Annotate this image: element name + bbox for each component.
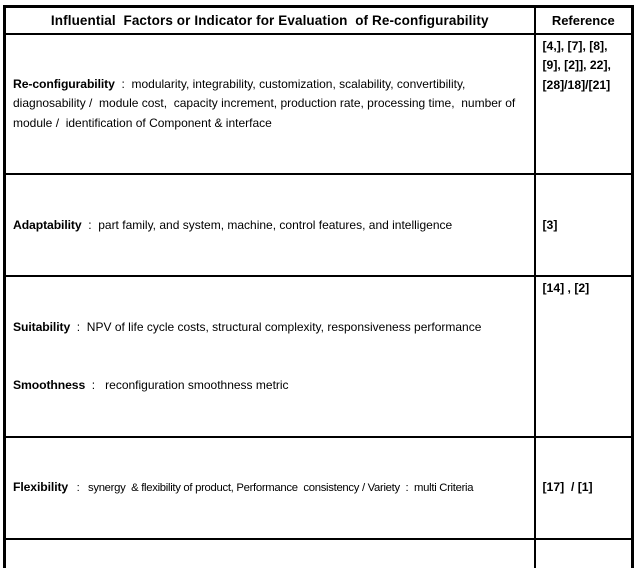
table-row: Adaptability : part family, and system, … [3,173,634,278]
header-reference-cell: Reference [533,5,634,35]
factor-cell: Re-configurability : modularity, integra… [3,32,536,176]
factor-cell: Suitability : NPV of life cycle costs, s… [3,275,536,438]
reference-cell: [17] / [1] [533,435,634,540]
factor-cell: Production Performance : production rate… [3,537,536,568]
factor-description: : NPV of life cycle costs, structural co… [70,319,482,334]
table-row: Flexibility : synergy & flexibility of p… [3,435,634,540]
factor-description: : reconfiguration smoothness metric [85,377,289,392]
factor-term: Re-configurability [13,76,115,91]
reference-cell: [26] [533,537,634,568]
factor-description: : synergy & flexibility of product, Perf… [68,481,474,494]
factors-reference-table: Influential Factors or Indicator for Eva… [3,5,634,568]
factor-term: Suitability [13,319,71,334]
header-factors-cell: Influential Factors or Indicator for Eva… [3,5,536,35]
table-row: Production Performance : production rate… [3,537,634,568]
factor-cell: Adaptability : part family, and system, … [3,173,536,278]
table-header-row: Influential Factors or Indicator for Eva… [3,5,634,35]
reference-cell: [3] [533,173,634,278]
factor-cell: Flexibility : synergy & flexibility of p… [3,435,536,540]
factor-term: Flexibility [13,479,69,494]
factor-description: : part family, and system, machine, cont… [81,217,453,232]
reference-cell: [4,], [7], [8], [9], [2]], 22], [28]/18]… [533,32,634,176]
table-row: Re-configurability : modularity, integra… [3,32,634,176]
factor-term: Smoothness [13,377,86,392]
reference-cell: [14] , [2] [533,275,634,438]
factor-description: : modularity, integrability, customizati… [13,76,519,130]
table-row: Suitability : NPV of life cycle costs, s… [3,275,634,438]
factor-term: Adaptability [13,217,82,232]
